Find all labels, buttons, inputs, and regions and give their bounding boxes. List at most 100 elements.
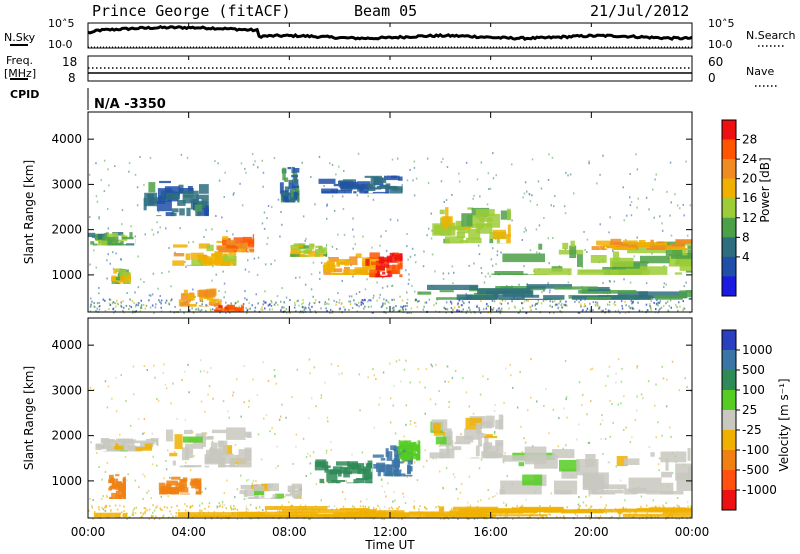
speckle-mark (518, 283, 520, 286)
speckle-mark (262, 509, 264, 512)
ground-mark (264, 301, 266, 304)
ground-mark (343, 306, 345, 309)
speckle-mark (689, 516, 691, 519)
speckle-mark (157, 210, 160, 213)
speckle-mark (337, 292, 339, 295)
ground-mark (93, 302, 95, 305)
power-region-cell (308, 250, 316, 257)
power-region-cell (185, 253, 191, 261)
speckle-mark (308, 358, 311, 361)
speckle-mark (129, 424, 132, 427)
ground-mark (280, 307, 283, 310)
ground-mark (97, 516, 99, 519)
ground-mark (262, 303, 264, 306)
speckle-mark (635, 409, 638, 412)
power-region-cell (455, 220, 463, 227)
speckle-mark (151, 293, 154, 296)
speckle-mark (523, 265, 525, 268)
power-region-cell (417, 291, 432, 295)
power-region-cell (391, 264, 401, 275)
speckle-mark (439, 470, 441, 473)
velocity-region-cell (171, 476, 181, 480)
speckle-mark (295, 433, 298, 436)
power-region-cell (197, 290, 209, 297)
speckle-mark (276, 445, 278, 448)
speckle-mark (530, 396, 532, 399)
speckle-mark (232, 193, 235, 196)
power-region-cell (400, 187, 403, 193)
speckle-mark (525, 229, 527, 232)
velocity-region-cell (591, 489, 624, 494)
speckle-mark (417, 368, 420, 371)
ground-mark (566, 304, 568, 307)
power-region-cell (507, 224, 511, 237)
speckle-mark (520, 425, 522, 428)
speckle-mark (146, 491, 148, 494)
ground-mark (589, 506, 592, 509)
velocity-region-cell (347, 463, 356, 469)
ground-mark (221, 505, 224, 508)
velocity-region-cell (419, 441, 421, 444)
power-region-cell (129, 232, 133, 238)
speckle-mark (109, 262, 111, 265)
ground-mark (468, 301, 470, 304)
ground-mark (336, 507, 338, 510)
velocity-region-cell (379, 464, 384, 473)
speckle-mark (424, 412, 426, 415)
ground-mark (104, 506, 106, 509)
speckle-mark (343, 517, 346, 520)
power-region-cell (447, 225, 465, 231)
speckle-mark (537, 299, 539, 302)
speckle-mark (232, 394, 234, 397)
ground-mark (110, 509, 112, 512)
ground-mark (140, 305, 142, 308)
speckle-mark (315, 405, 317, 408)
power-region-cell (434, 225, 444, 235)
ground-mark (466, 517, 469, 520)
power-region-cell (102, 235, 109, 239)
speckle-mark (362, 235, 364, 238)
speckle-mark (325, 452, 328, 455)
speckle-mark (285, 296, 288, 299)
speckle-mark (139, 278, 142, 281)
speckle-mark (366, 278, 368, 281)
speckle-mark (451, 377, 454, 380)
speckle-mark (503, 501, 505, 504)
power-region-cell (365, 258, 370, 266)
ground-mark (160, 508, 162, 511)
speckle-mark (337, 233, 339, 236)
speckle-mark (424, 449, 426, 452)
speckle-mark (492, 247, 494, 250)
speckle-mark (152, 455, 154, 458)
ground-mark (191, 504, 194, 507)
speckle-mark (358, 373, 361, 376)
ground-mark (565, 300, 567, 303)
power-region-cell (569, 245, 577, 258)
speckle-mark (502, 461, 505, 464)
ground-mark (611, 515, 613, 518)
speckle-mark (199, 359, 202, 362)
speckle-mark (232, 391, 235, 394)
speckle-mark (274, 259, 276, 262)
speckle-mark (110, 510, 112, 513)
ground-mark (413, 507, 416, 510)
ground-mark (655, 505, 657, 508)
ground-mark (363, 298, 366, 301)
ground-mark (153, 517, 156, 520)
ground-mark (257, 302, 259, 305)
velocity-region-cell (267, 483, 279, 492)
speckle-mark (281, 287, 283, 290)
velocity-region-cell (218, 440, 228, 456)
power-region-cell (116, 278, 121, 284)
ground-mark (679, 305, 681, 308)
speckle-mark (645, 518, 648, 520)
speckle-mark (372, 198, 375, 201)
speckle-mark (449, 446, 451, 449)
ground-mark (144, 510, 146, 513)
speckle-mark (236, 378, 238, 381)
ground-mark (251, 304, 253, 307)
velocity-region-cell (409, 453, 417, 460)
ground-mark (628, 305, 630, 308)
speckle-mark (554, 195, 556, 198)
power-region-cell (656, 241, 664, 244)
